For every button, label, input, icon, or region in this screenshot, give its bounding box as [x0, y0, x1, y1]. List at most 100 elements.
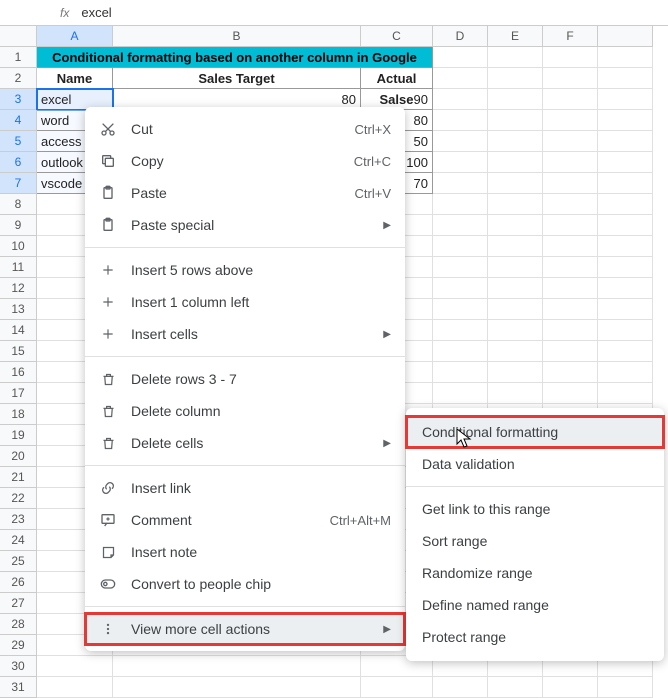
cell[interactable]: [598, 257, 653, 278]
cell[interactable]: [543, 362, 598, 383]
submenu-get-link[interactable]: Get link to this range: [406, 493, 664, 525]
row-header[interactable]: 1: [0, 47, 37, 68]
cell[interactable]: [488, 236, 543, 257]
menu-insert-note[interactable]: Insert note: [85, 536, 405, 568]
menu-copy[interactable]: Copy Ctrl+C: [85, 145, 405, 177]
cell[interactable]: [598, 362, 653, 383]
menu-insert-rows[interactable]: Insert 5 rows above: [85, 254, 405, 286]
menu-insert-cells[interactable]: Insert cells ▶: [85, 318, 405, 350]
cell[interactable]: [488, 173, 543, 194]
row-header[interactable]: 6: [0, 152, 37, 173]
cell[interactable]: [543, 173, 598, 194]
cell[interactable]: [598, 215, 653, 236]
cell[interactable]: [433, 299, 488, 320]
cell[interactable]: [543, 236, 598, 257]
cell[interactable]: [598, 68, 653, 89]
cell[interactable]: [598, 194, 653, 215]
cell[interactable]: [543, 299, 598, 320]
submenu-conditional-formatting[interactable]: Conditional formatting: [406, 416, 664, 448]
cell[interactable]: [543, 215, 598, 236]
cell[interactable]: Sales Target: [113, 68, 361, 89]
cell[interactable]: [488, 68, 543, 89]
cell[interactable]: [543, 47, 598, 68]
cell[interactable]: [113, 656, 361, 677]
cell[interactable]: [433, 89, 488, 110]
cell[interactable]: [598, 236, 653, 257]
cell[interactable]: [598, 278, 653, 299]
cell[interactable]: [543, 89, 598, 110]
row-header[interactable]: 11: [0, 257, 37, 278]
col-header[interactable]: F: [543, 26, 598, 47]
cell[interactable]: [37, 677, 113, 698]
cell[interactable]: [433, 362, 488, 383]
menu-paste[interactable]: Paste Ctrl+V: [85, 177, 405, 209]
submenu-randomize[interactable]: Randomize range: [406, 557, 664, 589]
cell[interactable]: [433, 110, 488, 131]
row-header[interactable]: 23: [0, 509, 37, 530]
menu-delete-col[interactable]: Delete column: [85, 395, 405, 427]
cell[interactable]: [433, 152, 488, 173]
col-header[interactable]: E: [488, 26, 543, 47]
cell[interactable]: [488, 89, 543, 110]
row-header[interactable]: 29: [0, 635, 37, 656]
row-header[interactable]: 12: [0, 278, 37, 299]
context-submenu[interactable]: Conditional formatting Data validation G…: [406, 408, 664, 661]
menu-insert-col[interactable]: Insert 1 column left: [85, 286, 405, 318]
row-header[interactable]: 10: [0, 236, 37, 257]
cell[interactable]: [543, 68, 598, 89]
cell[interactable]: [543, 341, 598, 362]
submenu-sort-range[interactable]: Sort range: [406, 525, 664, 557]
menu-people-chip[interactable]: Convert to people chip: [85, 568, 405, 600]
row-header[interactable]: 20: [0, 446, 37, 467]
row-header[interactable]: 2: [0, 68, 37, 89]
cell[interactable]: [543, 257, 598, 278]
cell[interactable]: [433, 131, 488, 152]
row-header[interactable]: 22: [0, 488, 37, 509]
cell[interactable]: [543, 110, 598, 131]
cell[interactable]: [488, 362, 543, 383]
row-header[interactable]: 17: [0, 383, 37, 404]
cell[interactable]: [433, 173, 488, 194]
cell[interactable]: [433, 194, 488, 215]
cell[interactable]: [598, 47, 653, 68]
row-header[interactable]: 3: [0, 89, 37, 110]
col-header[interactable]: [598, 26, 653, 47]
col-header[interactable]: C: [361, 26, 433, 47]
cell[interactable]: [543, 131, 598, 152]
cell[interactable]: [488, 257, 543, 278]
row-header[interactable]: 30: [0, 656, 37, 677]
row-header[interactable]: 28: [0, 614, 37, 635]
cell[interactable]: [488, 152, 543, 173]
cell[interactable]: [598, 677, 653, 698]
cell[interactable]: [543, 677, 598, 698]
cell[interactable]: [113, 677, 361, 698]
cell[interactable]: [488, 383, 543, 404]
cell[interactable]: [488, 215, 543, 236]
row-header[interactable]: 18: [0, 404, 37, 425]
cell[interactable]: [37, 656, 113, 677]
cell[interactable]: [433, 320, 488, 341]
menu-paste-special[interactable]: Paste special ▶: [85, 209, 405, 241]
cell[interactable]: [488, 677, 543, 698]
row-header[interactable]: 19: [0, 425, 37, 446]
col-header[interactable]: A: [37, 26, 113, 47]
cell[interactable]: [433, 257, 488, 278]
submenu-data-validation[interactable]: Data validation: [406, 448, 664, 480]
cell[interactable]: [488, 341, 543, 362]
row-header[interactable]: 25: [0, 551, 37, 572]
col-header[interactable]: D: [433, 26, 488, 47]
row-header[interactable]: 31: [0, 677, 37, 698]
cell[interactable]: [433, 341, 488, 362]
cell[interactable]: [488, 110, 543, 131]
cell[interactable]: [598, 89, 653, 110]
row-header[interactable]: 4: [0, 110, 37, 131]
cell[interactable]: [488, 131, 543, 152]
row-header[interactable]: 9: [0, 215, 37, 236]
cell[interactable]: Actual Salse: [361, 68, 433, 89]
formula-value[interactable]: excel: [81, 5, 111, 20]
cell[interactable]: [433, 68, 488, 89]
cell[interactable]: [433, 278, 488, 299]
cell[interactable]: [433, 383, 488, 404]
row-header[interactable]: 14: [0, 320, 37, 341]
cell[interactable]: [543, 194, 598, 215]
